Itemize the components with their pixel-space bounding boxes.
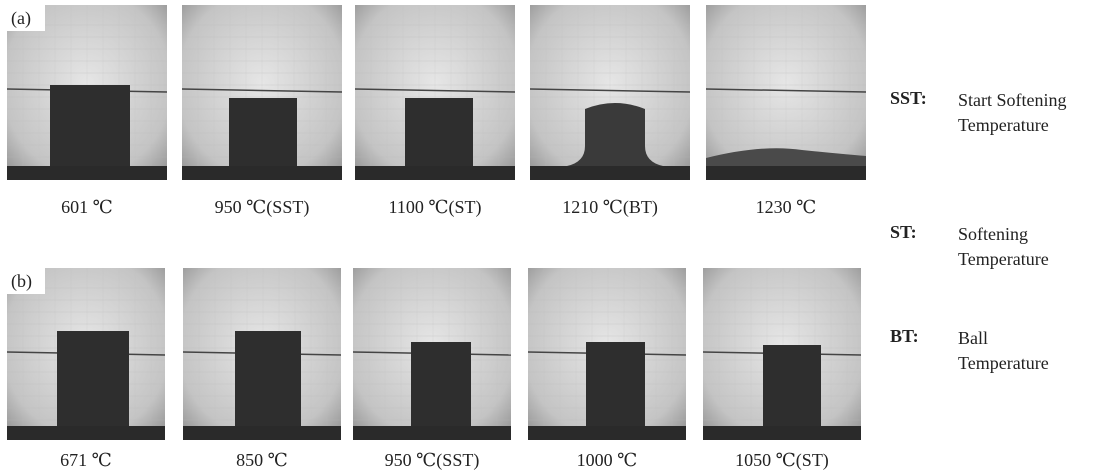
reference-line [705, 88, 867, 93]
sample [50, 85, 130, 166]
reference-line [354, 88, 516, 93]
photo [702, 268, 862, 440]
legend-abbr: ST: [890, 222, 917, 242]
panel-label: (a) [11, 8, 31, 29]
photo [354, 5, 516, 180]
photo-grid: (a) 601 ℃ 950 ℃(SST) 1100 ℃(ST) 1210 ℃(BT) 12… [6, 5, 867, 471]
caption: 1230 ℃ [756, 197, 817, 217]
caption: 601 ℃ [61, 197, 113, 217]
base-plate [182, 166, 342, 180]
sample [763, 345, 821, 426]
sample [586, 342, 645, 426]
base-plate [530, 166, 690, 180]
sample [411, 342, 471, 426]
sample [405, 98, 473, 166]
caption: 671 ℃ [60, 450, 112, 470]
reference-line [529, 88, 691, 93]
photo [352, 268, 512, 440]
reference-line [181, 88, 343, 93]
base-plate [706, 166, 866, 180]
panel-label-box [7, 268, 45, 294]
photo [181, 5, 343, 180]
sample [567, 103, 663, 166]
panel-label-box [7, 5, 45, 31]
base-plate [353, 426, 511, 440]
caption: 1210 ℃(BT) [562, 197, 658, 218]
sample [57, 331, 129, 426]
panel-label: (b) [11, 271, 32, 292]
photo [529, 5, 691, 180]
legend-abbr: SST: [890, 88, 927, 108]
base-plate [355, 166, 515, 180]
photo [182, 268, 342, 440]
photo [527, 268, 687, 440]
legend-definition: Start Softening Temperature [958, 90, 1067, 135]
base-plate [7, 426, 165, 440]
base-plate [528, 426, 686, 440]
caption: 1100 ℃(ST) [389, 197, 482, 218]
legend-abbr: BT: [890, 326, 919, 346]
caption: 950 ℃(SST) [385, 450, 480, 471]
base-plate [703, 426, 861, 440]
base-plate [7, 166, 167, 180]
base-plate [183, 426, 341, 440]
sample [229, 98, 297, 166]
caption: 1000 ℃ [577, 450, 638, 470]
legend-definition: Softening Temperature [958, 224, 1049, 269]
photo [705, 5, 867, 180]
caption: 1050 ℃(ST) [735, 450, 829, 471]
legend-item: SST: Start Softening Temperature [890, 88, 1100, 138]
sample [706, 148, 866, 166]
photo: (a) [6, 5, 168, 180]
caption: 950 ℃(SST) [215, 197, 310, 218]
photo: (b) [6, 268, 166, 440]
legend-definition: Ball Temperature [958, 328, 1049, 373]
legend-item: BT: Ball Temperature [890, 326, 1100, 376]
sample [235, 331, 301, 426]
legend-item: ST: Softening Temperature [890, 222, 1100, 272]
caption: 850 ℃ [236, 450, 288, 470]
